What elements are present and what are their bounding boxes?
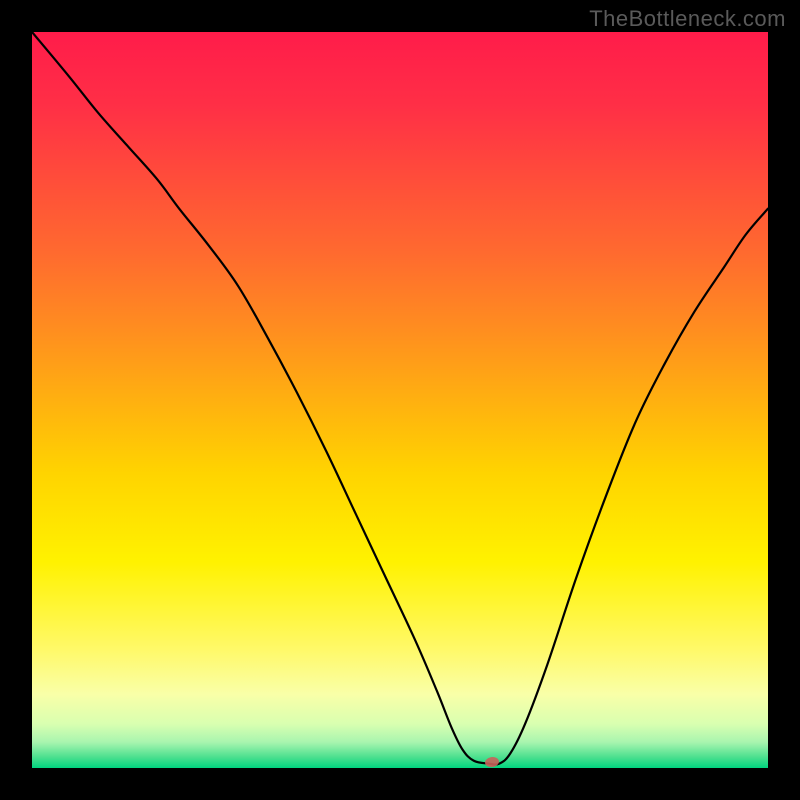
bottleneck-chart-svg <box>32 32 768 768</box>
watermark-text: TheBottleneck.com <box>589 6 786 32</box>
chart-frame: TheBottleneck.com <box>0 0 800 800</box>
chart-background <box>32 32 768 768</box>
plot-area <box>32 32 768 768</box>
